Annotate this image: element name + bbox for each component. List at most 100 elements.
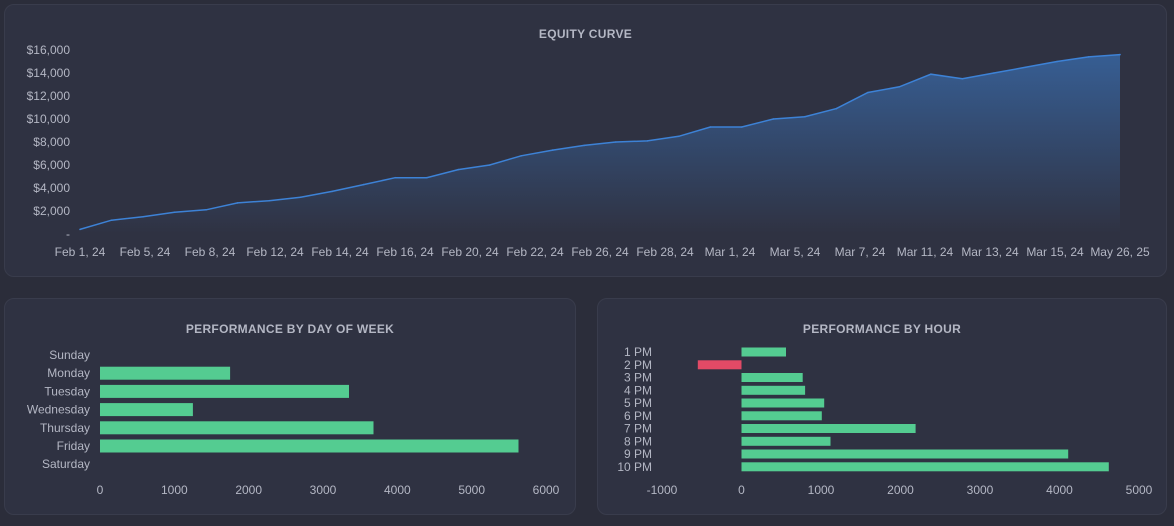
hour-bar bbox=[741, 424, 916, 433]
hour-panel: PERFORMANCE BY HOUR bbox=[597, 298, 1167, 515]
equity-y-tick-label: $12,000 bbox=[27, 89, 71, 103]
hour-bar bbox=[741, 436, 831, 446]
equity-point bbox=[583, 144, 585, 147]
equity-point bbox=[110, 219, 113, 221]
equity-point bbox=[142, 216, 144, 218]
equity-y-tick-label: $16,000 bbox=[27, 43, 71, 57]
equity-point bbox=[551, 149, 554, 151]
hour-x-tick-label: 5000 bbox=[1126, 483, 1153, 497]
equity-x-tick-label: Feb 14, 24 bbox=[311, 245, 369, 259]
hour-category-label: 1 PM bbox=[624, 345, 652, 359]
equity-x-tick-label: Feb 1, 24 bbox=[55, 245, 106, 259]
day-of-week-category-label: Sunday bbox=[49, 348, 90, 362]
day-of-week-x-tick-label: 6000 bbox=[533, 483, 560, 497]
equity-point bbox=[835, 107, 838, 110]
equity-x-tick-label: Feb 8, 24 bbox=[185, 245, 236, 259]
equity-point bbox=[741, 126, 743, 128]
hour-bar bbox=[741, 462, 1109, 472]
day-of-week-category-label: Tuesday bbox=[44, 384, 90, 398]
equity-point bbox=[488, 164, 491, 166]
day-of-week-bar bbox=[100, 403, 193, 417]
day-of-week-bar bbox=[100, 421, 374, 435]
hour-bar bbox=[741, 347, 786, 357]
day-of-week-x-tick-label: 5000 bbox=[458, 483, 485, 497]
equity-point bbox=[961, 78, 964, 80]
equity-point bbox=[236, 202, 239, 204]
equity-x-tick-label: Feb 26, 24 bbox=[571, 245, 629, 259]
equity-point bbox=[394, 176, 397, 179]
equity-y-tick-label: - bbox=[66, 227, 70, 241]
day-of-week-category-label: Friday bbox=[57, 439, 90, 453]
equity-point bbox=[709, 126, 712, 128]
equity-x-tick-label: Mar 1, 24 bbox=[705, 245, 756, 259]
equity-x-tick-label: Mar 11, 24 bbox=[897, 245, 954, 259]
hour-category-label: 3 PM bbox=[624, 371, 652, 385]
equity-y-tick-label: $6,000 bbox=[33, 158, 70, 172]
day-of-week-category-label: Monday bbox=[47, 366, 90, 380]
hour-bar bbox=[741, 373, 803, 382]
hour-category-label: 5 PM bbox=[624, 396, 652, 410]
equity-point bbox=[331, 190, 333, 193]
hour-bar bbox=[697, 360, 742, 370]
equity-x-tick-label: Mar 5, 24 bbox=[770, 245, 821, 259]
day-of-week-bar bbox=[100, 366, 231, 380]
hour-x-tick-label: 2000 bbox=[887, 483, 914, 497]
equity-point bbox=[520, 155, 522, 157]
equity-point bbox=[1056, 60, 1058, 63]
day-of-week-bar bbox=[100, 439, 519, 453]
day-of-week-category-label: Saturday bbox=[42, 457, 90, 471]
day-of-week-category-label: Wednesday bbox=[27, 403, 90, 417]
hour-category-label: 8 PM bbox=[624, 434, 652, 448]
hour-x-tick-label: 3000 bbox=[967, 483, 994, 497]
equity-point bbox=[205, 209, 207, 211]
day-of-week-x-tick-label: 1000 bbox=[161, 483, 188, 497]
equity-point bbox=[425, 176, 428, 179]
equity-point bbox=[457, 168, 460, 171]
equity-line bbox=[79, 53, 1121, 231]
equity-point bbox=[1119, 53, 1121, 56]
equity-y-tick-label: $14,000 bbox=[27, 66, 71, 80]
equity-x-tick-label: Mar 15, 24 bbox=[1026, 245, 1084, 259]
equity-x-tick-label: Mar 7, 24 bbox=[835, 245, 886, 259]
equity-x-tick-label: Feb 5, 24 bbox=[120, 245, 171, 259]
equity-point bbox=[804, 115, 806, 118]
equity-y-tick-label: $2,000 bbox=[33, 204, 70, 218]
equity-point bbox=[772, 118, 775, 120]
equity-point bbox=[678, 135, 680, 138]
equity-point bbox=[993, 72, 995, 74]
equity-point bbox=[615, 141, 617, 143]
hour-x-tick-label: 1000 bbox=[808, 483, 835, 497]
equity-point bbox=[1087, 56, 1090, 58]
hour-bar bbox=[741, 411, 822, 421]
day-of-week-x-tick-label: 4000 bbox=[384, 483, 411, 497]
hour-bar bbox=[741, 398, 825, 408]
equity-x-tick-label: Feb 20, 24 bbox=[441, 245, 499, 259]
equity-y-tick-label: $4,000 bbox=[33, 181, 70, 195]
day-of-week-bar bbox=[100, 384, 349, 398]
hour-category-label: 4 PM bbox=[624, 383, 652, 397]
hour-category-label: 2 PM bbox=[624, 358, 652, 372]
day-of-week-chart-title: PERFORMANCE BY DAY OF WEEK bbox=[185, 322, 395, 336]
hour-x-tick-label: 0 bbox=[738, 483, 745, 497]
hour-bar bbox=[741, 449, 1069, 459]
equity-point bbox=[930, 73, 932, 75]
day-of-week-panel: PERFORMANCE BY DAY OF WEEK bbox=[4, 298, 576, 515]
equity-x-tick-label: Feb 16, 24 bbox=[376, 245, 434, 259]
equity-y-tick-label: $8,000 bbox=[33, 135, 70, 149]
hour-category-label: 10 PM bbox=[617, 460, 652, 474]
day-of-week-category-label: Thursday bbox=[40, 421, 90, 435]
hour-category-label: 7 PM bbox=[624, 422, 652, 436]
equity-point bbox=[362, 183, 365, 186]
hour-category-label: 9 PM bbox=[624, 447, 652, 461]
equity-x-tick-label: May 26, 25 bbox=[1090, 245, 1150, 259]
equity-point bbox=[268, 199, 270, 202]
equity-x-tick-label: Feb 28, 24 bbox=[636, 245, 694, 259]
equity-point bbox=[1024, 66, 1027, 69]
hour-x-tick-label: -1000 bbox=[647, 483, 678, 497]
hour-bar bbox=[741, 385, 806, 395]
equity-x-tick-label: Feb 12, 24 bbox=[246, 245, 304, 259]
equity-chart-title: EQUITY CURVE bbox=[538, 27, 633, 41]
equity-point bbox=[299, 196, 302, 198]
equity-y-tick-label: $10,000 bbox=[27, 112, 71, 126]
